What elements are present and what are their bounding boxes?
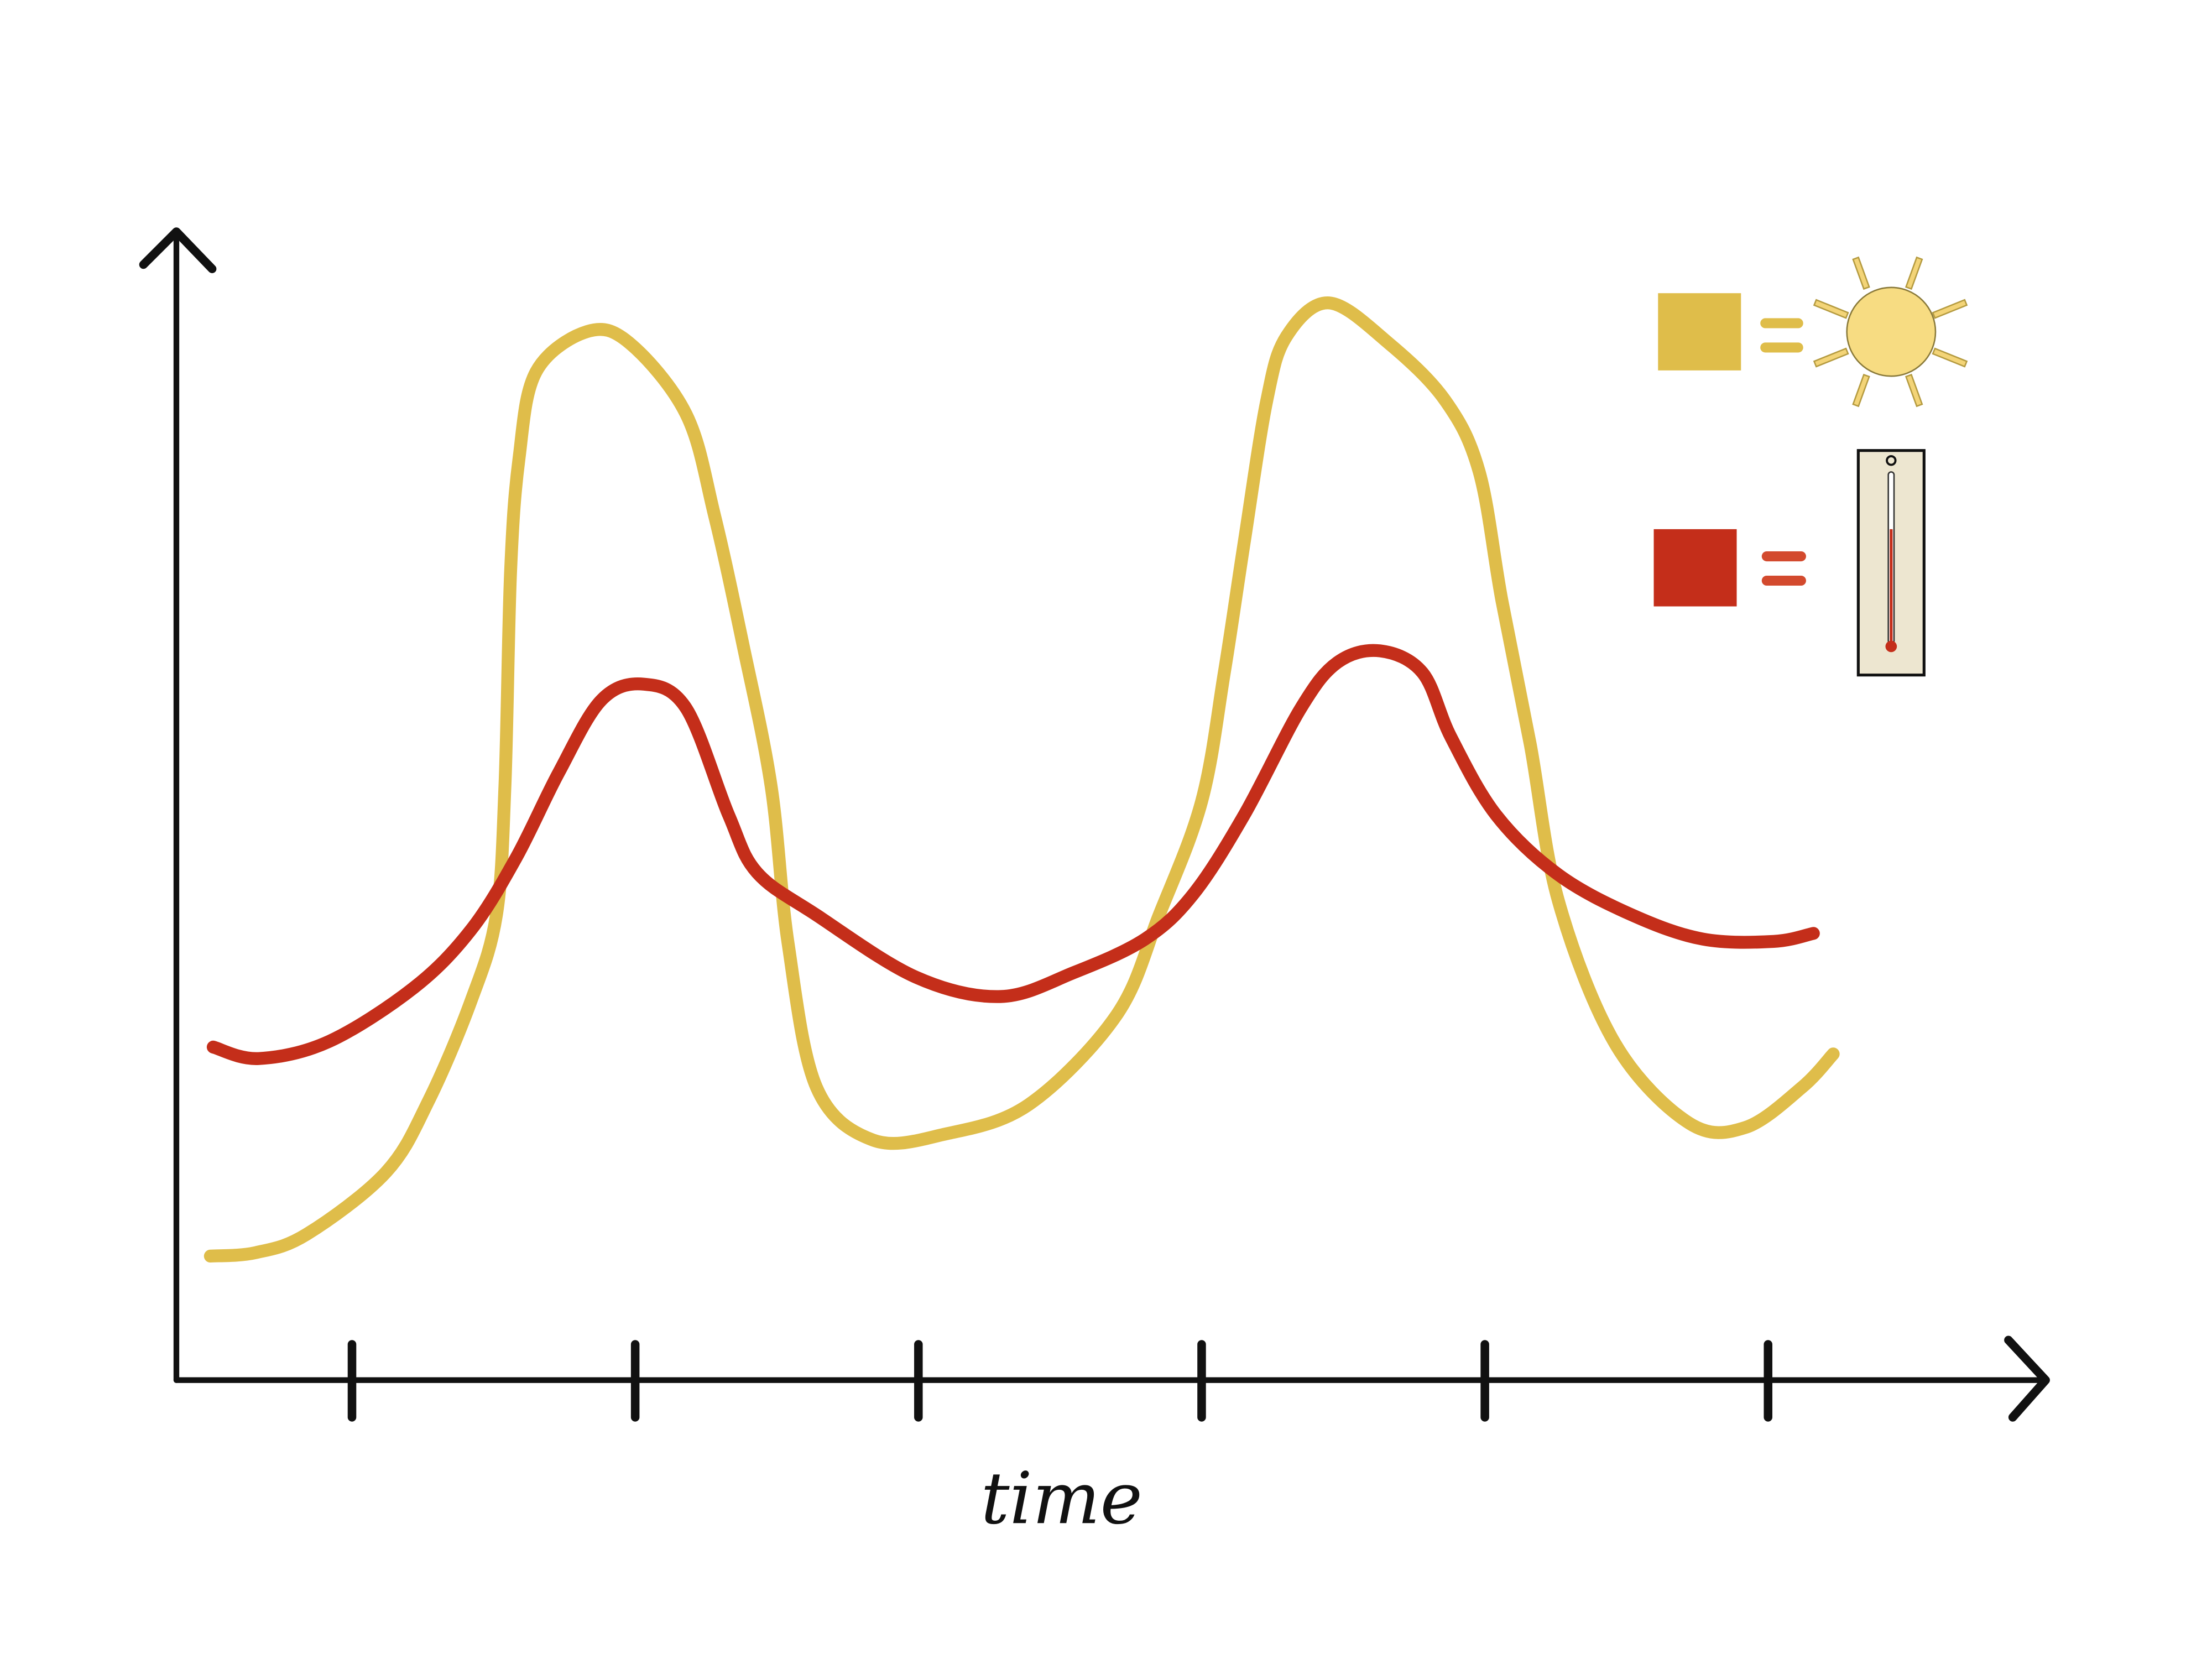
x-axis-arrow bbox=[2004, 1335, 2050, 1422]
legend-swatch bbox=[1658, 293, 1741, 371]
y-axis-arrow bbox=[139, 227, 217, 273]
x-axis-label: time bbox=[981, 1457, 1142, 1540]
thermometer-icon bbox=[1856, 449, 1926, 677]
data-line bbox=[204, 296, 1840, 1263]
legend-swatch bbox=[1653, 529, 1737, 607]
legend-equals bbox=[1760, 318, 1806, 586]
data-line bbox=[206, 644, 1820, 1065]
sun-icon bbox=[1813, 256, 1968, 408]
